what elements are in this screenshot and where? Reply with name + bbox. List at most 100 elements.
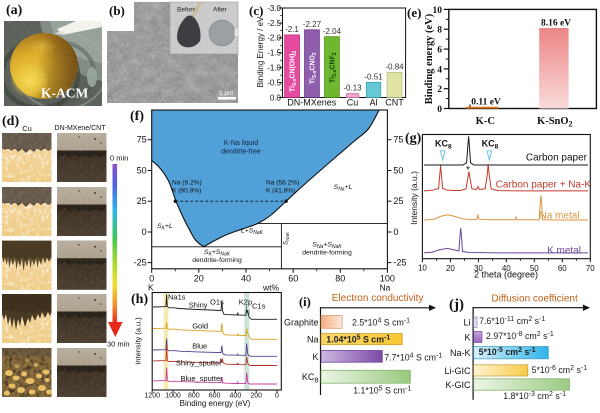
svg-text:Na-K: Na-K [450,348,471,358]
svg-text:Ti3-xCN(OH)2: Ti3-xCN(OH)2 [290,51,299,92]
svg-text:SK+L: SK+L [157,223,173,232]
svg-text:Gold: Gold [192,322,208,331]
svg-text:Na (9.2%): Na (9.2%) [172,180,202,187]
svg-text:SNaK: SNaK [284,231,290,245]
svg-text:K-Na liquid: K-Na liquid [224,140,258,147]
svg-text:K2p: K2p [239,297,252,306]
svg-text:75: 75 [393,135,403,145]
svg-text:5*10-6 cm2 s-1: 5*10-6 cm2 s-1 [532,365,588,375]
svg-text:0.11 eV: 0.11 eV [471,98,501,108]
svg-text:2: 2 [437,85,442,95]
svg-text:1200: 1200 [144,393,160,400]
svg-text:30 min: 30 min [107,340,130,349]
svg-text:2.97*10-8 cm2 s-1: 2.97*10-8 cm2 s-1 [486,331,554,341]
svg-text:-0.13: -0.13 [343,84,362,93]
svg-text:K: K [464,332,470,342]
svg-text:Graphite: Graphite [284,317,319,327]
svg-text:20: 20 [446,264,455,273]
svg-text:Na1s: Na1s [168,292,186,301]
svg-text:K (90.8%): K (90.8%) [172,188,201,195]
svg-text:600: 600 [209,393,221,400]
svg-text:Before: Before [177,7,197,14]
svg-text:5*10-5 cm2 s-1: 5*10-5 cm2 s-1 [479,347,536,357]
svg-text:Li: Li [463,318,470,328]
svg-text:wt%: wt% [262,283,280,293]
svg-text:K-ACM: K-ACM [41,86,88,101]
svg-text:8.16 eV: 8.16 eV [541,19,571,29]
svg-text:50: 50 [137,166,147,176]
svg-text:4: 4 [437,65,442,75]
svg-text:Electron conductivity: Electron conductivity [332,293,424,304]
svg-text:Ti3-xCNO2: Ti3-xCNO2 [310,52,319,84]
svg-text:K: K [148,283,154,293]
svg-text:CNT: CNT [385,98,404,108]
svg-text:6: 6 [437,46,442,56]
svg-text:K-C: K-C [476,116,495,127]
svg-text:Na metal: Na metal [539,211,579,222]
svg-text:1.1*105 S cm-1: 1.1*105 S cm-1 [353,386,411,396]
svg-text:30: 30 [474,264,483,273]
svg-text:800: 800 [188,393,200,400]
svg-text:-2.04: -2.04 [323,27,342,36]
svg-text:Binding Energy / eV: Binding Energy / eV [256,16,265,87]
svg-text:Cu: Cu [347,98,359,108]
svg-text:-2.5: -2.5 [267,19,281,28]
svg-text:K-GIC: K-GIC [445,380,471,390]
svg-text:K: K [312,352,318,362]
svg-text:0.0: 0.0 [270,93,282,102]
svg-text:Intensity (a.u.): Intensity (a.u.) [134,317,143,365]
svg-text:SNa+SNaK: SNa+SNaK [312,242,342,251]
svg-text:Carbon paper: Carbon paper [526,153,588,164]
svg-text:Shiny_sputter: Shiny_sputter [176,359,222,368]
svg-text:-25: -25 [393,258,406,268]
svg-text:dendrite-forming: dendrite-forming [192,257,242,264]
svg-text:Blue: Blue [192,342,207,351]
svg-text:Na (58.2%): Na (58.2%) [266,180,299,187]
svg-text:1 µm: 1 µm [219,90,234,97]
svg-text:-1.0: -1.0 [267,64,281,73]
svg-text:20: 20 [194,274,204,284]
svg-text:40: 40 [241,274,251,284]
svg-text:Cu: Cu [22,124,32,133]
svg-text:0: 0 [275,393,279,400]
svg-text:2 theta (degree): 2 theta (degree) [474,270,538,280]
svg-text:DN-MXenes: DN-MXenes [287,98,337,108]
svg-text:0: 0 [142,227,147,237]
svg-text:1.8*10-3 cm2 s-1: 1.8*10-3 cm2 s-1 [503,391,566,401]
svg-text:-2.1: -2.1 [285,25,299,34]
svg-text:50: 50 [530,264,539,273]
svg-text:2.5*104 S cm-1: 2.5*104 S cm-1 [352,317,410,327]
svg-text:400: 400 [230,393,242,400]
svg-text:-0.51: -0.51 [364,72,383,81]
svg-text:0: 0 [437,105,442,115]
svg-text:Ti3-xCNF2: Ti3-xCNF2 [330,52,339,83]
svg-text:dendrite-free: dendrite-free [221,149,261,156]
svg-text:-1.5: -1.5 [267,49,281,58]
svg-text:1000: 1000 [165,393,181,400]
svg-text:7.6*10-11 cm2 s-1: 7.6*10-11 cm2 s-1 [479,316,545,326]
svg-text:KC8: KC8 [435,139,452,151]
svg-text:Binding energy (eV): Binding energy (eV) [180,399,251,408]
svg-text:25: 25 [393,196,403,206]
svg-text:Shiny: Shiny [189,300,208,309]
svg-text:7.7*104 S cm-1: 7.7*104 S cm-1 [384,353,442,363]
svg-text:0: 0 [393,227,398,237]
svg-text:KC8: KC8 [482,139,499,151]
svg-text:100: 100 [380,274,395,284]
svg-text:200: 200 [250,393,262,400]
svg-text:KC8: KC8 [302,372,319,384]
svg-text:8: 8 [437,26,442,36]
svg-text:K-SnO2: K-SnO2 [537,116,573,129]
svg-text:10: 10 [433,6,443,16]
svg-text:-2.27: -2.27 [303,20,322,29]
svg-text:SK+SNaK: SK+SNaK [204,249,231,258]
svg-text:Binding energy (eV): Binding energy (eV) [424,13,435,104]
svg-text:Carbon paper + Na-K: Carbon paper + Na-K [496,180,592,191]
svg-text:Al: Al [369,98,377,108]
svg-text:-0.5: -0.5 [267,78,281,87]
svg-text:*: * [466,165,470,176]
svg-text:-3.0: -3.0 [267,4,281,13]
svg-text:Li-GIC: Li-GIC [444,366,471,376]
svg-text:60: 60 [288,274,298,284]
svg-text:75: 75 [137,135,147,145]
